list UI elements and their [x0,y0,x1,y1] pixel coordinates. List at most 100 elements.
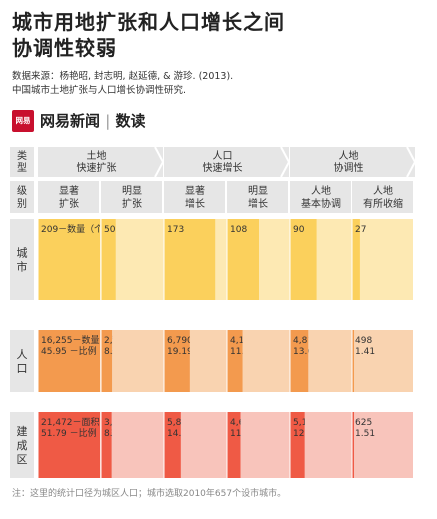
row-connector [308,330,352,392]
row-label-char: 人 [17,348,28,361]
column-header-label: 扩张 [122,197,142,210]
cell-value: 19.19 [167,347,193,357]
cell-value: 90 [293,225,305,235]
column-header-label: 明显 [248,185,268,197]
row-label-char: 建 [17,424,28,438]
value-bar [290,412,305,478]
group-arrow-icon [406,146,417,178]
value-bar [164,412,181,478]
row-label-char: 城 [17,247,28,260]
footnote: 注：这里的统计口径为城区人口；城市选取2010年657个设市城市。 [12,489,287,499]
header-level-char: 级 [17,185,27,197]
cell-value: 27 [355,225,366,235]
row-label-cell [10,219,34,300]
row-label-char: 区 [17,453,28,466]
group-header-label: 人口 [213,150,233,162]
row-connector [316,219,352,300]
group-header-label: 快速增长 [203,161,243,174]
column-header-label: 有所收缩 [363,197,403,210]
column-header-label: 基本协调 [301,197,341,210]
header-type-cell [10,147,34,177]
row-connector [112,330,164,392]
value-bar [352,412,354,478]
row-connector [111,412,164,478]
cell-value: 1.51 [355,429,375,439]
source-line-1: 数据来源：杨艳昭, 封志明, 赵延德, & 游珍. (2013). [12,71,234,82]
value-bar [227,330,243,392]
group-header-label: 土地 [87,149,107,162]
row-label-cell [10,330,34,392]
row-connector [304,412,352,478]
value-bar [164,219,216,300]
value-bar [38,219,100,300]
value-bar [290,219,317,300]
value-bar [164,330,190,392]
column-header-label: 显著 [185,184,205,197]
row-connector [215,219,227,300]
column-header-cell [38,181,99,213]
group-header-label: 协调性 [334,161,364,174]
value-bar [227,219,260,300]
group-header-cell [290,147,415,177]
value-bar [101,412,112,478]
cell-value: 4,812 [293,336,319,346]
brand-section: 数读 [115,112,146,130]
row-first-label: 209－数量（个） [41,223,112,235]
cell-value: 5,848 [167,418,193,428]
column-header-label: 扩张 [59,197,79,210]
title-line-1: 城市用地扩张和人口增长之间 [12,10,285,34]
row-connector [259,219,290,300]
row-connector [180,412,227,478]
cell-value: 1.41 [355,347,375,357]
netease-logo: 网易 [12,110,34,132]
value-bar [38,412,100,478]
column-header-cell [227,181,288,213]
row-label-char: 成 [17,439,28,452]
cell-value: 14.1 [167,429,187,439]
cell-value: 11.3 [230,429,250,439]
header-level-char: 别 [17,198,27,210]
source-line-2: 中国城市土地扩张与人口增长协调性研究. [12,85,187,96]
title-line-2: 协调性较弱 [12,36,117,60]
group-header-cell [164,147,289,177]
column-header-cell [352,181,413,213]
header-type-char: 型 [17,161,27,174]
row-connector [115,219,164,300]
column-header-label: 增长 [248,197,268,210]
column-header-cell [101,181,162,213]
chart-table: 类型土地快速扩张人口快速增长人地协调性级别显著扩张明显扩张显著增长明显增长人地基… [10,146,417,478]
row-label-char: 口 [17,362,28,375]
header-type-char: 类 [17,149,27,162]
row-connector [240,412,290,478]
cell-value: 173 [167,225,184,235]
value-bar [101,330,113,392]
group-header-label: 快速扩张 [77,161,117,174]
group-header-label: 人地 [339,149,359,162]
row-connector [242,330,290,392]
column-header-label: 人地 [311,184,331,197]
column-header-label: 增长 [185,197,205,210]
value-bar [352,219,360,300]
brand-name: 网易新闻 | 数读 [40,110,146,132]
brand-name-text: 网易新闻 [40,112,101,130]
cell-value: 498 [355,336,372,346]
cell-value: 50 [104,225,116,235]
cell-value: 13.6 [293,347,313,357]
column-header-label: 明显 [122,185,142,197]
row-label-cell [10,412,34,478]
group-arrow-icon [154,146,165,178]
cell-value: 6,790 [167,336,193,346]
value-bar [101,219,116,300]
row-connector [189,330,227,392]
column-header-cell [164,181,225,213]
row-label-char: 市 [17,260,28,274]
value-bar [290,330,309,392]
group-arrow-icon [280,146,291,178]
value-bar [227,412,241,478]
brand-separator: | [105,112,111,130]
cell-value: 625 [355,418,372,428]
cell-value: 108 [230,225,247,235]
value-bar [38,330,100,392]
group-header-cell [38,147,163,177]
